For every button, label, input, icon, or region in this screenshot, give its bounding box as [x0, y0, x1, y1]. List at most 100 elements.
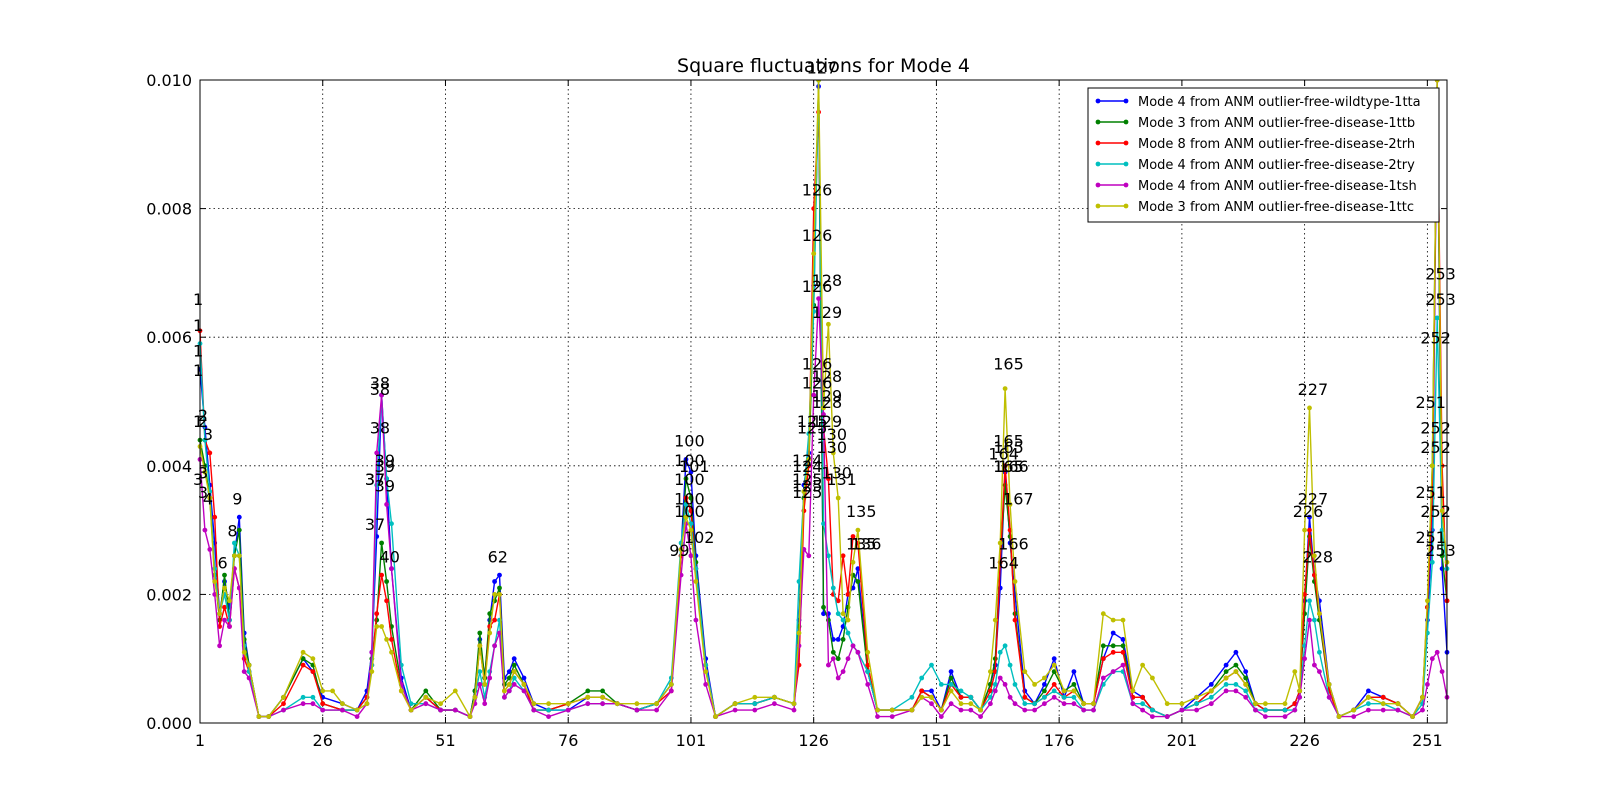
data-point [1410, 714, 1415, 719]
point-annotation: 125 [797, 412, 828, 431]
data-point [835, 611, 841, 617]
data-point [1091, 707, 1096, 713]
data-point [477, 630, 483, 636]
data-point [212, 514, 218, 520]
data-point [919, 688, 925, 694]
data-point [889, 714, 895, 719]
data-point [1208, 701, 1214, 707]
point-annotation: 227 [1298, 489, 1329, 508]
data-point [379, 624, 384, 629]
data-point [546, 707, 551, 713]
data-point [502, 688, 507, 694]
data-point [300, 662, 306, 668]
data-point [1100, 656, 1106, 662]
data-point [222, 585, 227, 591]
data-point [1302, 527, 1307, 533]
data-point [821, 604, 826, 610]
data-point [830, 649, 836, 655]
data-point [320, 688, 326, 694]
legend-marker [1123, 119, 1129, 125]
data-point [929, 701, 934, 707]
point-annotation: 253 [1425, 264, 1456, 283]
data-point [693, 579, 699, 584]
point-annotation: 3 [198, 483, 208, 502]
data-point [600, 701, 605, 707]
data-point [855, 579, 861, 584]
data-point [379, 540, 384, 546]
data-point [830, 450, 836, 456]
data-point [835, 656, 841, 662]
data-point [1380, 701, 1386, 707]
data-point [752, 707, 758, 713]
data-point [1110, 649, 1116, 655]
data-point [310, 669, 316, 674]
data-point [791, 701, 797, 707]
data-point [310, 694, 316, 700]
data-point [1012, 701, 1018, 707]
x-tick-label: 251 [1412, 731, 1443, 750]
data-point [1179, 701, 1185, 707]
data-point [1051, 656, 1057, 662]
point-annotation: 129 [812, 303, 843, 322]
data-point [875, 707, 880, 713]
data-point [492, 643, 497, 649]
point-annotation: 126 [802, 277, 833, 296]
point-annotation: 166 [998, 534, 1029, 553]
data-point [1051, 682, 1057, 687]
data-point [678, 547, 684, 552]
point-annotation: 125 [792, 470, 823, 489]
data-point [826, 553, 831, 559]
data-point [511, 675, 517, 681]
data-point [850, 559, 856, 565]
point-annotation: 125 [792, 477, 823, 496]
data-point [988, 669, 993, 674]
data-point [1032, 707, 1037, 713]
data-point [222, 572, 227, 578]
data-point [1081, 707, 1087, 713]
data-point [703, 682, 709, 687]
data-point [791, 707, 797, 713]
data-point [521, 682, 527, 687]
data-point [1061, 701, 1067, 707]
data-point [909, 707, 915, 713]
point-annotation: 165 [993, 457, 1024, 476]
legend-marker [1095, 119, 1101, 125]
data-point [811, 392, 817, 398]
data-point [1302, 656, 1307, 662]
x-tick-label: 26 [313, 731, 333, 750]
data-point [1110, 617, 1116, 623]
data-point [835, 598, 841, 604]
data-point [364, 701, 370, 707]
data-point [752, 694, 758, 700]
data-point [1091, 701, 1096, 707]
data-point [207, 547, 213, 552]
data-point [1233, 669, 1239, 674]
data-point [1380, 694, 1386, 700]
data-point [634, 707, 640, 713]
data-point [408, 707, 414, 713]
data-point [1061, 688, 1067, 694]
data-point [1243, 682, 1249, 687]
point-annotation: 3 [193, 470, 203, 489]
data-point [968, 694, 974, 700]
data-point [217, 611, 223, 617]
data-point [384, 579, 389, 584]
data-point [929, 688, 934, 694]
legend-marker [1095, 98, 1101, 104]
point-annotation: 39 [375, 477, 395, 496]
data-point [1366, 707, 1371, 713]
point-annotation: 251 [1415, 393, 1446, 412]
data-point [688, 527, 694, 533]
data-point [1434, 80, 1440, 83]
data-point [1032, 701, 1037, 707]
data-point [1307, 617, 1312, 623]
data-point [1179, 707, 1185, 713]
point-annotation: 3 [198, 464, 208, 483]
data-point [482, 682, 488, 687]
data-point [320, 707, 326, 713]
axes: 1 26 51 76 101 126 151 176 201 226 2510.0000.0020.… [146, 71, 1448, 750]
data-point [850, 643, 856, 649]
data-point [354, 714, 360, 719]
data-point [511, 662, 517, 668]
data-point [840, 553, 846, 559]
